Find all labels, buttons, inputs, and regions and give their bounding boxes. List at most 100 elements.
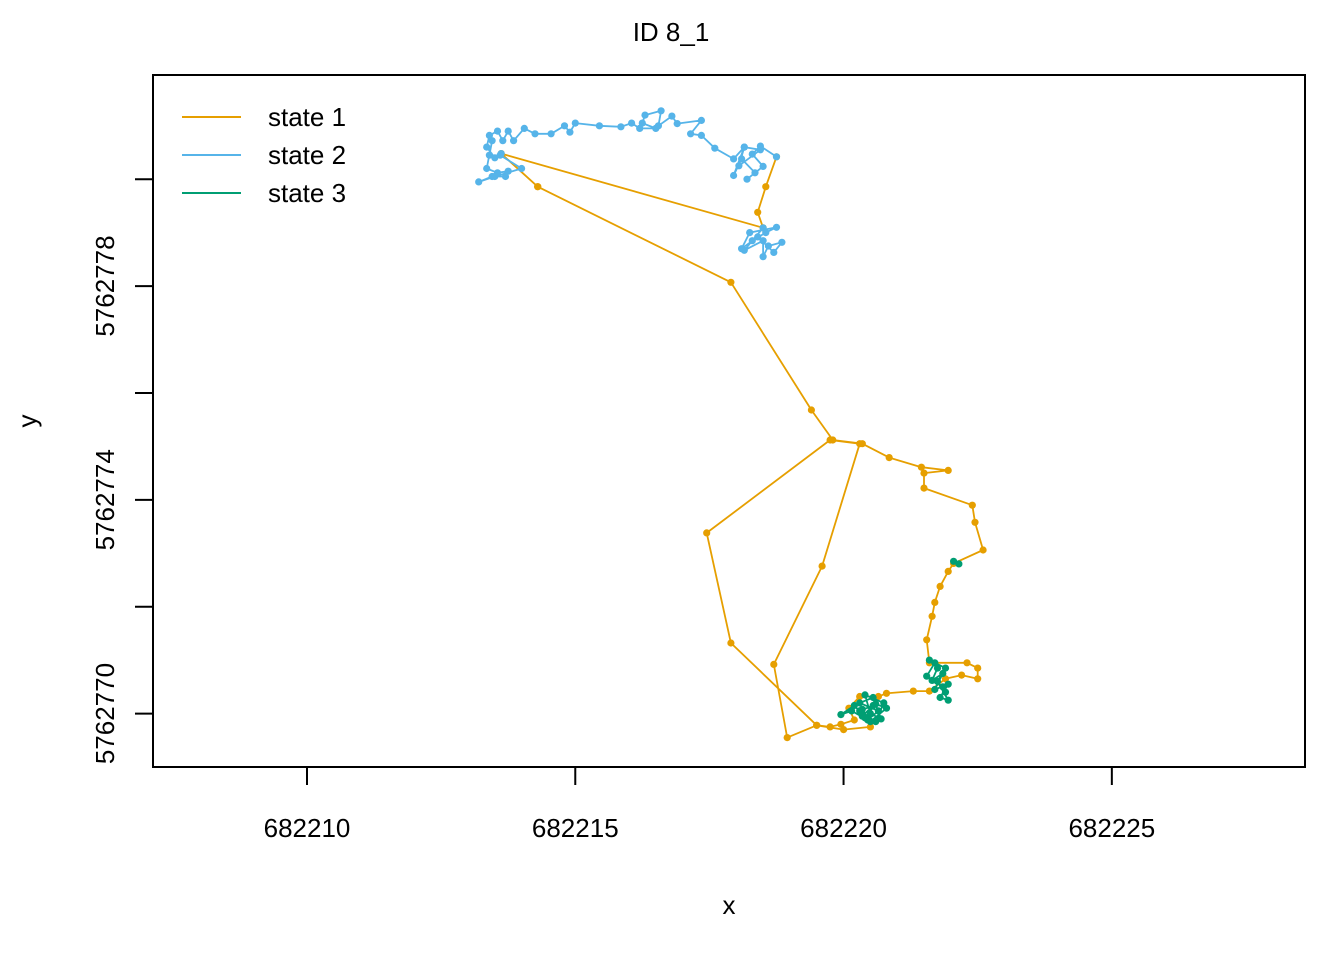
data-point xyxy=(491,154,499,162)
data-point xyxy=(770,660,778,669)
data-point xyxy=(936,693,944,702)
data-point xyxy=(928,612,936,620)
data-point xyxy=(963,659,971,667)
data-point xyxy=(595,122,604,130)
data-point xyxy=(872,700,880,708)
data-point xyxy=(746,229,754,237)
data-point xyxy=(743,175,751,183)
x-axis-label: x xyxy=(723,890,736,920)
data-point xyxy=(764,242,773,250)
data-point xyxy=(740,143,748,151)
data-point xyxy=(941,688,950,696)
data-point xyxy=(917,463,926,471)
x-tick-label: 682210 xyxy=(264,813,351,843)
data-point xyxy=(866,718,875,726)
data-point xyxy=(931,659,939,667)
x-axis: 682210 682215 682220 682225 xyxy=(264,766,1155,843)
data-point xyxy=(874,707,883,715)
data-point xyxy=(711,144,719,152)
chart-title: ID 8_1 xyxy=(633,17,710,47)
data-point xyxy=(885,454,893,462)
data-point xyxy=(759,253,767,261)
data-point xyxy=(837,720,845,728)
data-point xyxy=(636,124,644,132)
data-point xyxy=(920,469,928,477)
data-point xyxy=(939,669,947,678)
data-point xyxy=(931,685,939,694)
data-point xyxy=(813,721,821,729)
data-point xyxy=(955,560,963,568)
data-point xyxy=(861,691,869,699)
data-point xyxy=(974,675,982,683)
data-point xyxy=(974,664,982,672)
data-point xyxy=(931,598,939,607)
legend-label: state 2 xyxy=(268,140,346,170)
legend: state 1 state 2 state 3 xyxy=(182,102,346,208)
data-point xyxy=(754,233,762,241)
data-point xyxy=(518,164,526,173)
data-point xyxy=(909,687,917,695)
data-point xyxy=(756,146,765,154)
legend-item: state 1 xyxy=(182,102,346,132)
data-point xyxy=(866,710,875,718)
data-point xyxy=(547,130,555,138)
data-point xyxy=(485,151,493,159)
data-point xyxy=(866,723,875,731)
data-point xyxy=(738,245,746,253)
data-point xyxy=(754,208,762,216)
data-point xyxy=(850,716,858,724)
data-point xyxy=(759,162,767,170)
data-point xyxy=(856,440,864,448)
data-point xyxy=(687,130,695,138)
series-4 xyxy=(475,107,781,186)
data-point xyxy=(762,183,770,191)
data-point xyxy=(759,237,767,245)
y-tick-label: 5762774 xyxy=(90,449,120,550)
data-point xyxy=(936,582,944,591)
data-point xyxy=(483,164,491,173)
data-point xyxy=(933,664,942,672)
data-point xyxy=(778,238,786,246)
legend-item: state 3 xyxy=(182,178,346,208)
data-point xyxy=(738,155,746,163)
data-point xyxy=(971,518,979,526)
data-point xyxy=(925,687,934,695)
legend-label: state 1 xyxy=(268,102,346,132)
data-point xyxy=(571,119,579,127)
data-point xyxy=(499,137,507,145)
data-point xyxy=(628,119,636,127)
data-point xyxy=(944,567,952,576)
data-point xyxy=(939,683,947,691)
data-point xyxy=(751,169,759,177)
data-point xyxy=(772,153,781,161)
y-axis: 5762770 5762774 5762778 xyxy=(90,178,154,764)
data-point xyxy=(783,734,791,742)
data-point xyxy=(504,127,512,135)
y-tick-label: 5762778 xyxy=(90,235,120,336)
data-point xyxy=(504,167,512,175)
data-point xyxy=(933,677,942,686)
data-point xyxy=(748,237,756,245)
data-point xyxy=(485,131,493,139)
data-point xyxy=(703,529,711,537)
data-point xyxy=(493,127,502,135)
data-point xyxy=(928,676,936,685)
data-point xyxy=(856,699,864,707)
x-tick-label: 682220 xyxy=(800,813,887,843)
data-point xyxy=(652,124,660,132)
data-point xyxy=(501,172,510,181)
data-point xyxy=(483,143,491,151)
data-point xyxy=(941,664,950,672)
data-point xyxy=(668,112,676,120)
x-tick-label: 682225 xyxy=(1068,813,1155,843)
data-point xyxy=(497,150,505,158)
data-point xyxy=(617,123,625,131)
data-point xyxy=(520,124,528,132)
data-point xyxy=(882,704,891,712)
x-tick-label: 682215 xyxy=(532,813,619,843)
data-point xyxy=(770,248,778,256)
data-point xyxy=(641,111,649,119)
data-point xyxy=(730,171,738,180)
data-point xyxy=(807,406,816,414)
data-point xyxy=(735,162,743,170)
